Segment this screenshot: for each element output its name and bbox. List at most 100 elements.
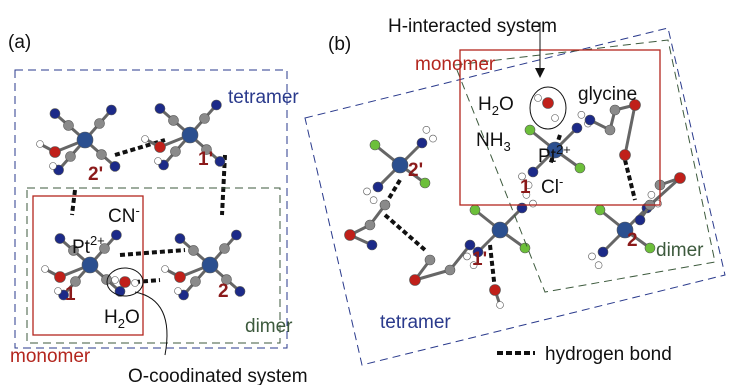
atom — [220, 244, 230, 254]
h-bond — [490, 245, 495, 290]
atom — [175, 288, 182, 295]
atom — [111, 230, 121, 240]
atom — [610, 105, 620, 115]
label: dimer — [245, 316, 293, 337]
text: - — [559, 174, 563, 189]
atom — [112, 277, 119, 284]
atom — [470, 205, 480, 215]
site-label: 1 — [520, 177, 531, 198]
atom — [82, 257, 98, 273]
atom — [64, 120, 74, 130]
site-label: 1 — [65, 284, 76, 305]
label: CN- — [108, 203, 140, 227]
site-label: 2' — [408, 160, 423, 181]
text: 2 — [492, 103, 499, 118]
site-label: 1' — [198, 149, 213, 170]
atom — [175, 272, 186, 283]
atom — [50, 163, 57, 170]
atom — [635, 215, 645, 225]
h-bond — [72, 190, 75, 215]
atom — [102, 275, 112, 285]
atom — [42, 266, 49, 273]
text: Pt — [538, 146, 557, 167]
h-bond — [135, 280, 160, 282]
bond — [625, 105, 635, 155]
atom — [572, 123, 582, 133]
atom — [648, 191, 655, 198]
text: O — [125, 307, 140, 328]
atom — [675, 173, 686, 184]
atom — [392, 157, 408, 173]
atom — [155, 158, 162, 165]
atom — [132, 280, 139, 287]
text: H — [104, 307, 118, 328]
label: H2O — [104, 307, 140, 331]
atom — [417, 138, 427, 148]
site-label: 1' — [472, 249, 487, 270]
atom — [175, 234, 185, 244]
label: H2O — [478, 94, 514, 118]
atom — [575, 163, 585, 173]
atom — [345, 230, 356, 241]
atom — [202, 257, 218, 273]
h-bond — [120, 250, 185, 255]
atom — [97, 150, 107, 160]
atom — [535, 95, 542, 102]
atom — [425, 255, 435, 265]
site-label: 2 — [627, 230, 638, 251]
atom — [182, 127, 198, 143]
atom — [423, 126, 430, 133]
structures — [37, 95, 686, 309]
atom — [235, 286, 245, 296]
atom — [231, 230, 241, 240]
panel-label: (a) — [8, 32, 31, 53]
atom — [528, 167, 538, 177]
atom — [77, 132, 93, 148]
text: O — [499, 94, 514, 115]
atom — [530, 200, 537, 207]
label: monomer — [415, 54, 496, 75]
atom — [169, 115, 179, 125]
atom — [589, 253, 596, 260]
atom — [189, 245, 199, 255]
atom — [585, 115, 595, 125]
text: - — [135, 203, 139, 218]
figure: (a) tetramer 2' 1' CN- Pt2+ 1 2 H2O dime… — [0, 0, 730, 385]
atom — [50, 109, 60, 119]
atom — [410, 275, 421, 286]
atom — [55, 234, 65, 244]
atom — [162, 266, 169, 273]
atom — [55, 288, 62, 295]
atom — [155, 142, 166, 153]
label: Pt2+ — [538, 142, 571, 167]
text: CN — [108, 206, 135, 227]
text: Cl — [541, 177, 559, 198]
text: 2 — [118, 316, 125, 331]
atom — [605, 125, 615, 135]
site-label: 2 — [218, 281, 229, 302]
legend-label: hydrogen bond — [545, 344, 672, 365]
atom — [543, 98, 554, 109]
text: H — [478, 94, 492, 115]
atom — [155, 104, 165, 114]
label: Cl- — [541, 174, 563, 198]
atom — [367, 240, 377, 250]
arrow-head — [535, 68, 545, 78]
atom — [373, 182, 383, 192]
label: glycine — [578, 84, 637, 105]
text: 3 — [503, 139, 510, 154]
atom — [55, 272, 66, 283]
atom — [525, 125, 535, 135]
callout: H-interacted system — [388, 16, 557, 37]
callout: O-coodinated system — [128, 366, 308, 385]
atom — [370, 197, 377, 204]
text: Pt — [72, 237, 91, 258]
atom — [37, 141, 44, 148]
atom — [445, 265, 455, 275]
atom — [211, 100, 221, 110]
atom — [364, 188, 371, 195]
atom — [430, 135, 437, 142]
h-bond — [385, 215, 425, 250]
atom — [190, 277, 200, 287]
atom — [645, 243, 655, 253]
